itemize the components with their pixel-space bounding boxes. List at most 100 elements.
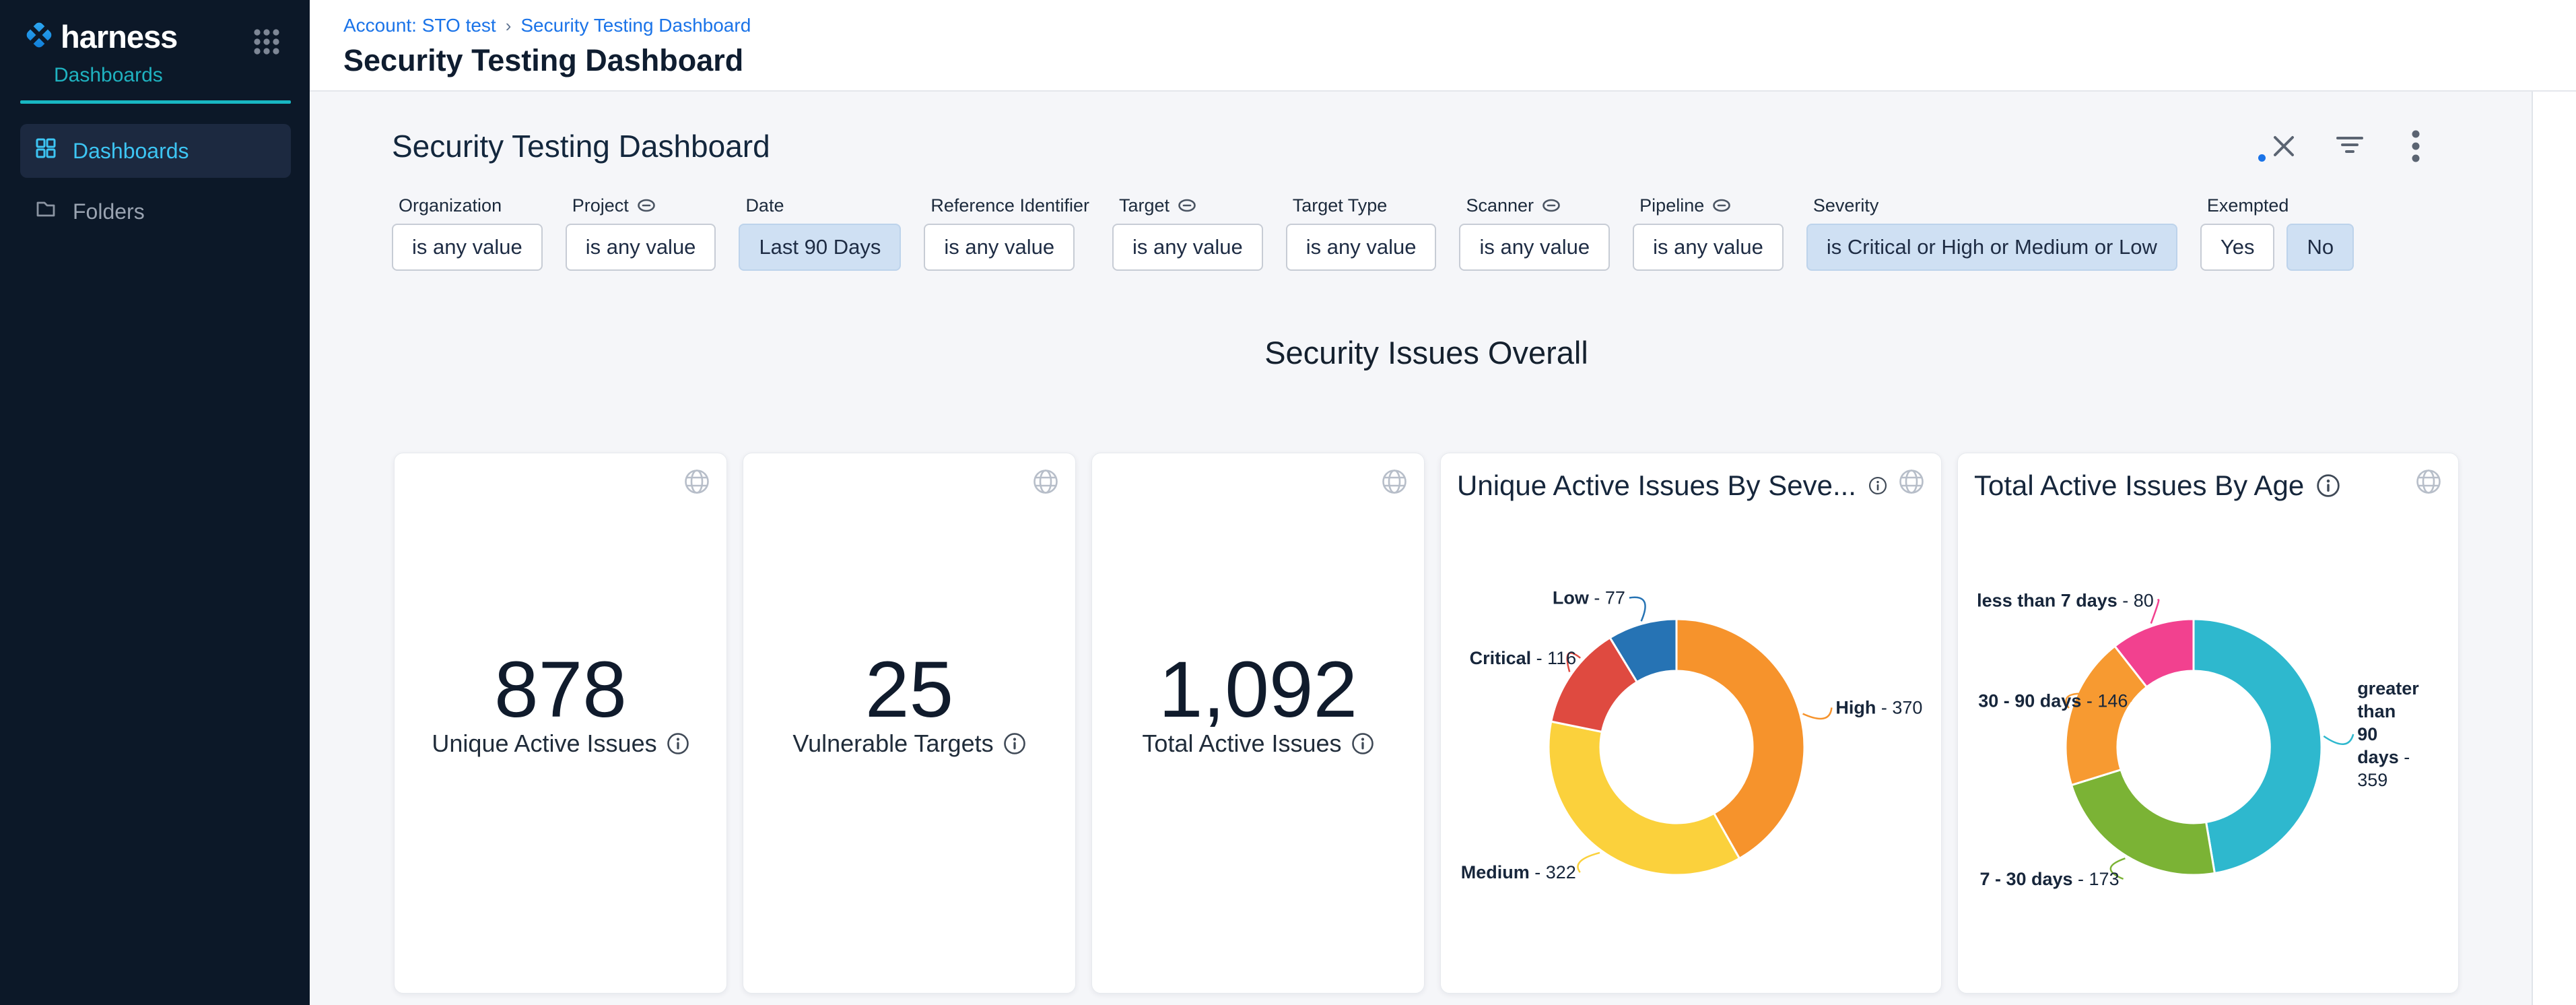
stat-tile-unique-active-issues: 878Unique Active Issues (394, 453, 727, 994)
filter-exempted: Exempted YesNo (2200, 195, 2354, 271)
dashboard-surface: Security Testing Dashboard (310, 92, 2532, 1005)
filter-value-chip[interactable]: is any value (924, 224, 1075, 271)
filter-label: Severity (1806, 195, 2177, 216)
stat-label-text: Vulnerable Targets (792, 730, 993, 758)
donut-label: less than 7 days - 80 (1977, 591, 2154, 611)
filter-value-chip[interactable]: Yes (2200, 224, 2275, 271)
donut-chart: High - 370 Medium - 322 Critical - 116 Low … (1441, 453, 1942, 994)
filter-value-chip[interactable]: is any value (566, 224, 716, 271)
filter-label-text: Pipeline (1639, 195, 1704, 216)
filter-value-row: is any value (1633, 224, 1784, 271)
kebab-menu-icon[interactable] (2401, 131, 2431, 161)
donut-label: Low - 77 (1553, 588, 1625, 608)
sidebar-divider (20, 100, 291, 104)
filter-bar: Organization is any value Project is any va… (392, 195, 2354, 271)
donut-label-leader (1578, 853, 1600, 872)
donut-label: Critical - 116 (1470, 648, 1577, 668)
filter-label-text: Organization (399, 195, 502, 216)
info-icon[interactable] (667, 732, 689, 755)
link-icon (1542, 197, 1561, 214)
filter-project: Project is any value (566, 195, 716, 271)
folder-icon (35, 198, 57, 225)
chart-tile-0: Unique Active Issues By Seve...High - 37… (1440, 453, 1942, 994)
donut-label-leader (1803, 708, 1832, 719)
filter-label-text: Project (572, 195, 629, 216)
link-icon (637, 197, 656, 214)
breadcrumb: Account: STO test › Security Testing Das… (343, 15, 2576, 36)
info-icon[interactable] (1351, 732, 1374, 755)
filter-label-text: Exempted (2207, 195, 2289, 216)
filter-label-text: Scanner (1466, 195, 1534, 216)
sidebar-item-folders[interactable]: Folders (20, 187, 291, 236)
main-area: Account: STO test › Security Testing Das… (310, 0, 2576, 1005)
sidebar-item-dashboards[interactable]: Dashboards (20, 124, 291, 178)
donut-label: High - 370 (1835, 698, 1922, 718)
filter-target-type: Target Type is any value (1286, 195, 1437, 271)
stat-label-text: Unique Active Issues (432, 730, 656, 758)
brand-name: harness (61, 18, 177, 55)
filter-value-row: Last 90 Days (739, 224, 901, 271)
filter-label-text: Target Type (1293, 195, 1388, 216)
filter-value-chip[interactable]: No (2286, 224, 2354, 271)
filter-value-chip[interactable]: is Critical or High or Medium or Low (1806, 224, 2177, 271)
harness-logo-icon (20, 16, 58, 57)
page-scrollbar-track[interactable] (2532, 92, 2576, 1005)
filter-value-chip[interactable]: is any value (1286, 224, 1437, 271)
tiles-row: 878Unique Active Issues25Vulnerable Targ… (394, 453, 2459, 994)
filter-scanner: Scanner is any value (1459, 195, 1610, 271)
filter-reference-identifier: Reference Identifier is any value (924, 195, 1089, 271)
topbar: Account: STO test › Security Testing Das… (310, 0, 2576, 92)
section-title: Security Issues Overall (394, 334, 2459, 371)
donut-label: 30 - 90 days - 146 (1978, 691, 2128, 711)
filter-label-text: Reference Identifier (930, 195, 1089, 216)
stat-tile-vulnerable-targets: 25Vulnerable Targets (743, 453, 1076, 994)
dashboards-grid-icon (35, 137, 57, 164)
filter-value-row: is any value (392, 224, 543, 271)
filter-value-row: is any value (566, 224, 716, 271)
sidebar-item-label: Dashboards (73, 139, 189, 164)
stat-tile-total-active-issues: 1,092Total Active Issues (1091, 453, 1425, 994)
filter-value-chip[interactable]: is any value (392, 224, 543, 271)
sidebar-item-label: Folders (73, 199, 145, 224)
filter-label: Exempted (2200, 195, 2354, 216)
filter-label-text: Target (1119, 195, 1170, 216)
sidebar-menu: Dashboards Folders (20, 124, 291, 236)
stat-value: 25 (743, 650, 1075, 730)
filter-value-chip[interactable]: is any value (1112, 224, 1263, 271)
filter-value-row: is any value (1459, 224, 1610, 271)
filter-label: Reference Identifier (924, 195, 1089, 216)
link-icon (1178, 197, 1196, 214)
page-title: Security Testing Dashboard (343, 43, 2576, 78)
donut-slice-medium[interactable] (1549, 721, 1740, 875)
donut-label-leader (2324, 734, 2353, 744)
globe-icon (683, 468, 710, 498)
filter-label-text: Date (745, 195, 784, 216)
filter-value-row: is any value (1286, 224, 1437, 271)
close-icon[interactable] (2269, 131, 2299, 161)
globe-icon (1032, 468, 1059, 498)
filter-value-row: is any value (924, 224, 1089, 271)
breadcrumb-page-link[interactable]: Security Testing Dashboard (520, 15, 751, 36)
filter-organization: Organization is any value (392, 195, 543, 271)
donut-slice-greater-than-90-days[interactable] (2194, 619, 2321, 873)
filter-value-chip[interactable]: is any value (1633, 224, 1784, 271)
filter-icon[interactable] (2335, 131, 2365, 161)
filter-label: Target (1112, 195, 1263, 216)
dashboard-actions (2269, 131, 2431, 161)
donut-slice-7---30-days[interactable] (2072, 770, 2215, 875)
filters-active-dot (2258, 154, 2266, 162)
donut-chart: greaterthan90days -3597 - 30 days - 1733… (1958, 453, 2460, 994)
filter-label: Organization (392, 195, 543, 216)
filter-value-chip[interactable]: is any value (1459, 224, 1610, 271)
filter-value-row: YesNo (2200, 224, 2354, 271)
stat-label: Vulnerable Targets (743, 730, 1075, 758)
donut-label: Medium - 322 (1461, 862, 1576, 882)
app-grid-icon[interactable] (253, 28, 280, 59)
filter-value-row: is Critical or High or Medium or Low (1806, 224, 2177, 271)
content-row: Security Testing Dashboard (310, 92, 2576, 1005)
breadcrumb-account-link[interactable]: Account: STO test (343, 15, 496, 36)
info-icon[interactable] (1003, 732, 1026, 755)
filter-value-chip[interactable]: Last 90 Days (739, 224, 901, 271)
dashboard-title: Security Testing Dashboard (392, 128, 770, 164)
dashboard-header: Security Testing Dashboard (392, 128, 2431, 164)
